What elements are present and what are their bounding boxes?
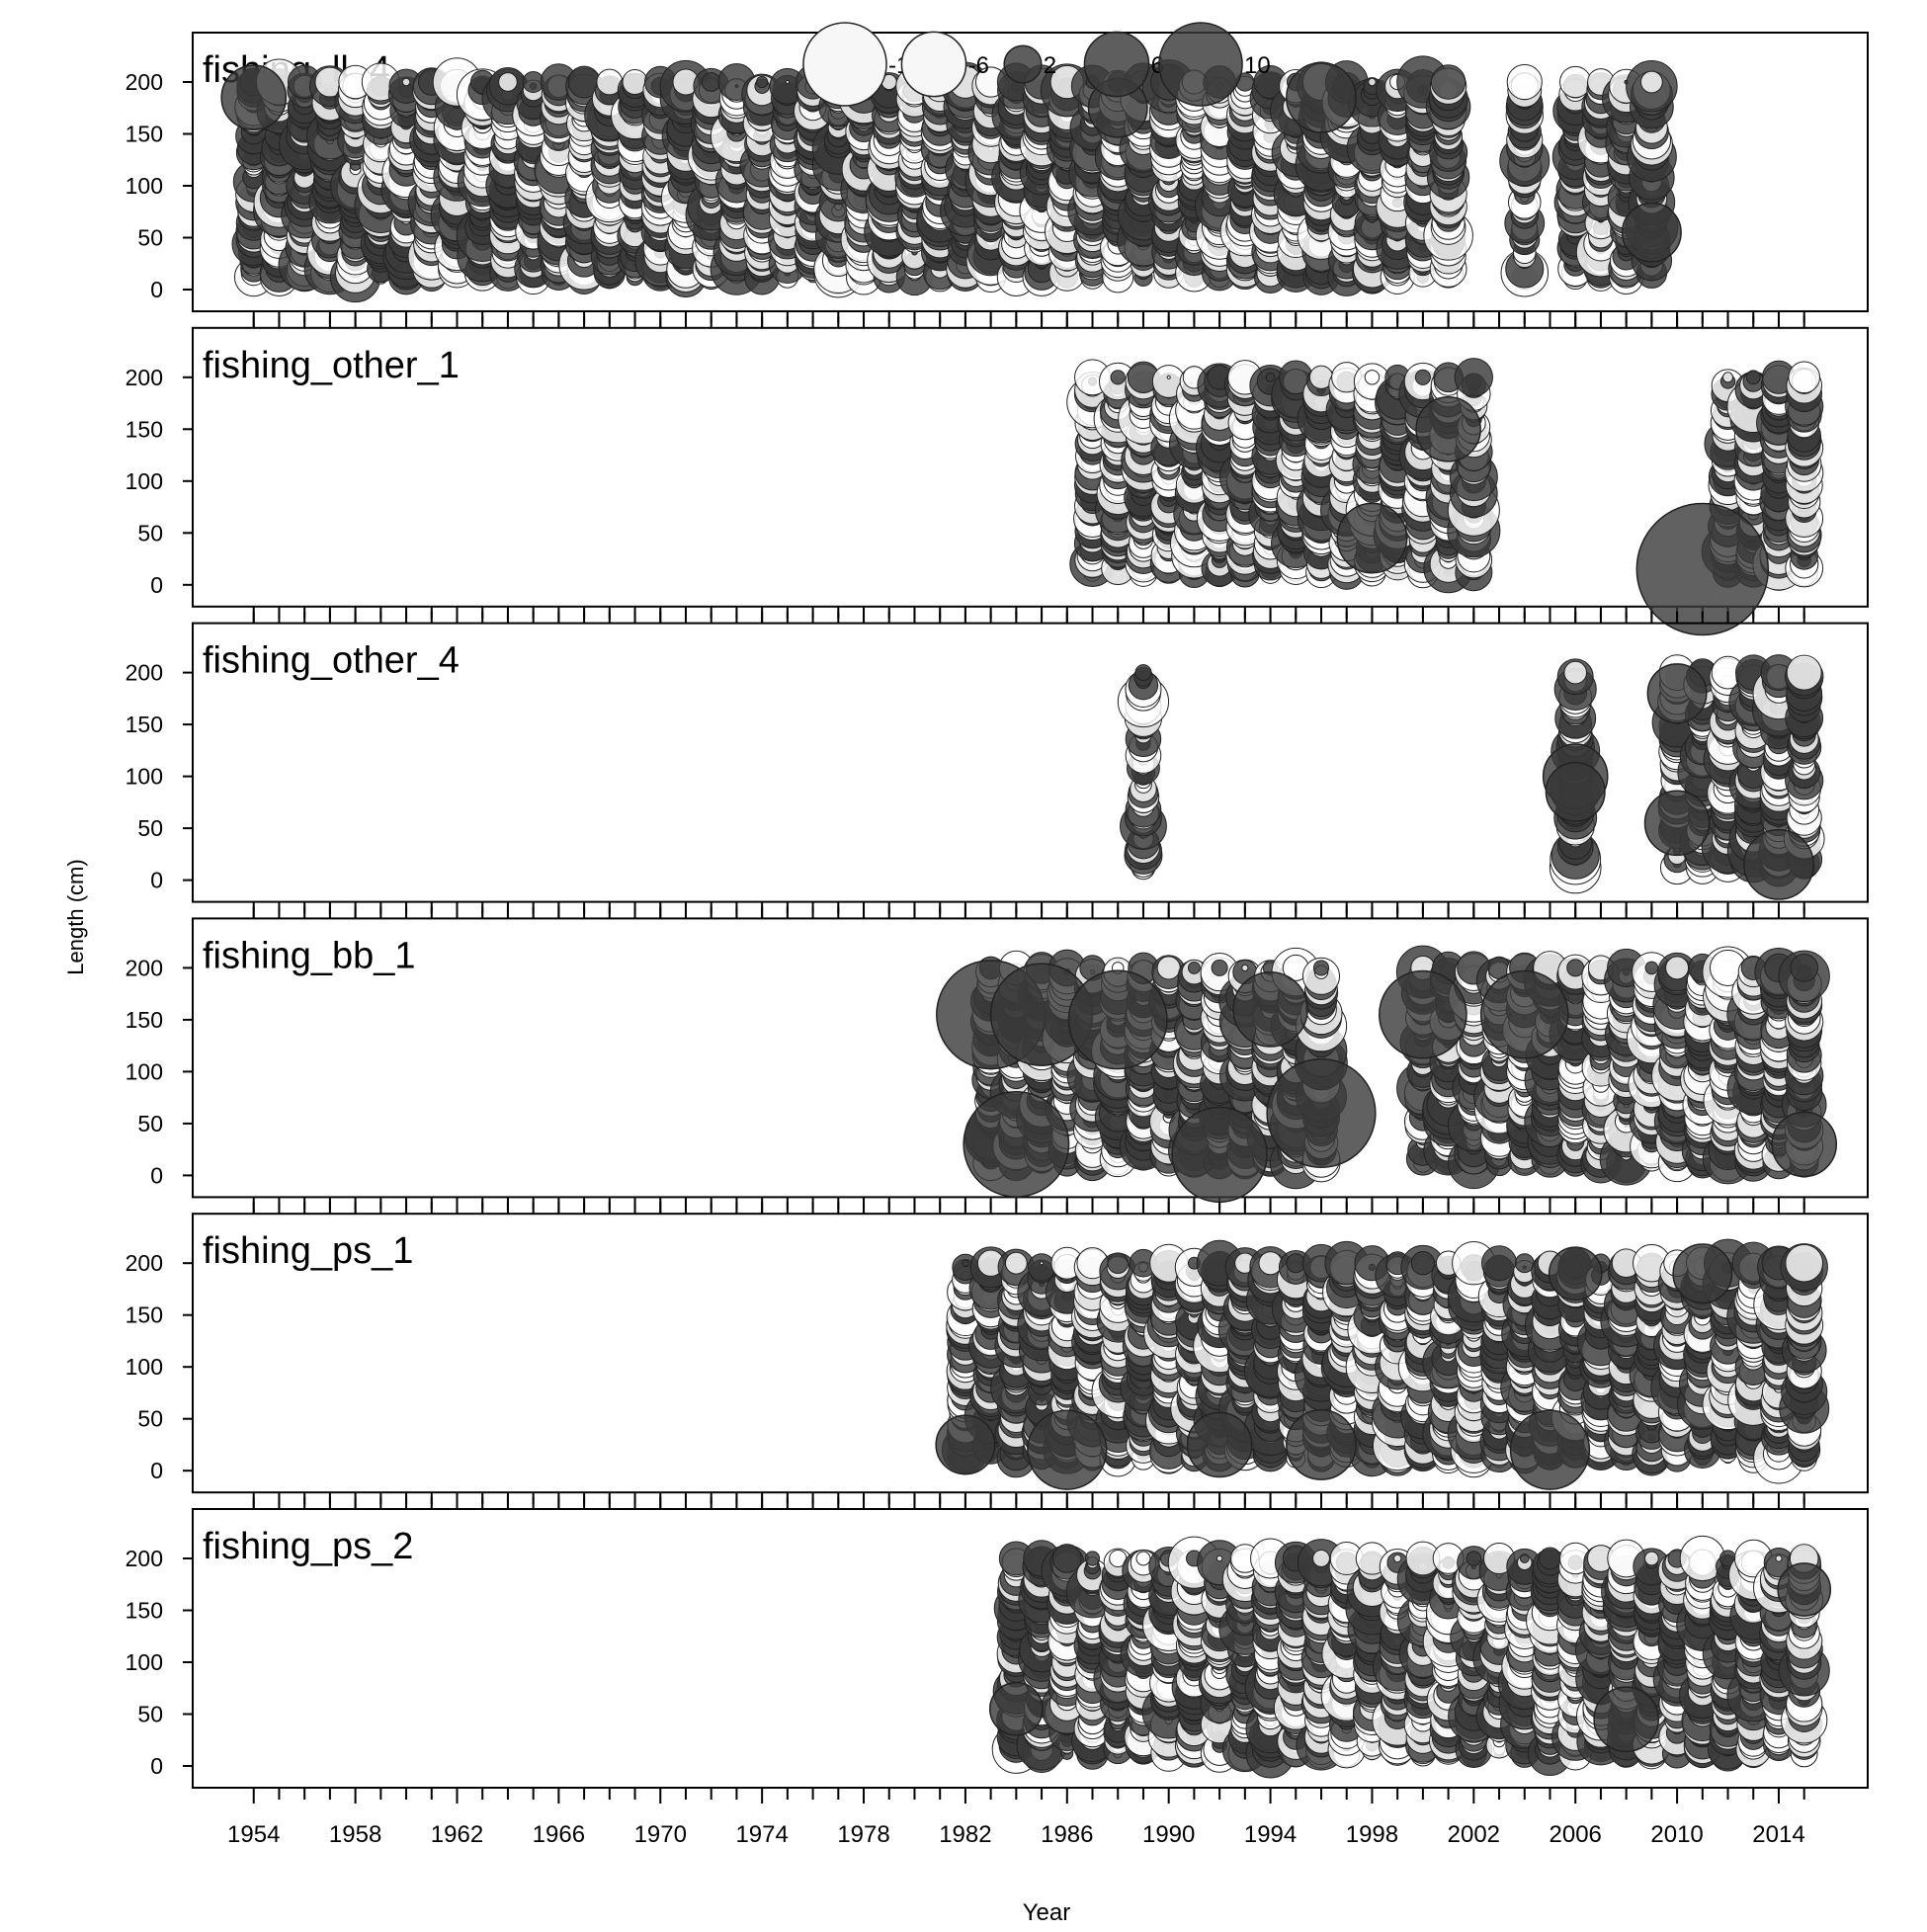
residual-point	[1188, 962, 1200, 973]
residual-point	[1369, 78, 1376, 85]
y-tick-label: 100	[126, 1058, 163, 1084]
residual-point	[1507, 64, 1542, 99]
residual-point	[1111, 371, 1125, 384]
residual-point	[1431, 65, 1465, 99]
residual-point	[1746, 371, 1760, 384]
y-tick-label: 50	[137, 815, 163, 841]
y-tick-label: 150	[126, 712, 163, 737]
residual-point	[1723, 373, 1733, 382]
residual-point	[1789, 362, 1820, 393]
residual-point	[702, 73, 720, 92]
large-residual-point	[1744, 830, 1813, 899]
y-tick-label: 200	[126, 365, 163, 390]
large-residual-point	[1645, 791, 1710, 855]
residual-bubbles	[1118, 655, 1824, 899]
residual-point	[786, 80, 789, 83]
y-tick-label: 0	[150, 572, 163, 598]
residual-point	[1415, 370, 1430, 384]
panel-title: fishing_bb_1	[203, 935, 416, 976]
residual-point	[1365, 371, 1379, 384]
residual-bubbles	[937, 946, 1836, 1202]
residual-point	[1455, 359, 1492, 396]
panel-fishing_other_1: 0 50 100 150 200 fishing_other_1	[126, 316, 1868, 635]
y-tick-label: 200	[126, 955, 163, 980]
y-tick-label: 0	[150, 1162, 163, 1188]
residual-point	[1167, 376, 1170, 378]
residual-point	[756, 76, 767, 87]
y-tick-label: 200	[126, 660, 163, 686]
y-tick-label: 200	[126, 69, 163, 95]
large-residual-point	[1546, 763, 1604, 821]
y-tick-label: 100	[126, 764, 163, 790]
large-residual-point	[221, 65, 286, 129]
residual-point	[1560, 66, 1591, 97]
panel-title: fishing_other_1	[203, 345, 460, 386]
y-tick-label: 50	[137, 1111, 163, 1136]
residual-point	[1640, 71, 1662, 93]
y-tick-label: 150	[126, 122, 163, 147]
residual-point	[1787, 655, 1821, 690]
y-tick-label: 50	[137, 225, 163, 251]
residual-point	[1564, 661, 1587, 684]
y-tick-label: 0	[150, 277, 163, 302]
y-tick-label: 150	[126, 1007, 163, 1033]
panels-layer: 050100150200fishing_ll_4050100150200fish…	[126, 33, 1868, 1848]
residual-point	[1135, 665, 1151, 681]
panel-fishing_other_4: 0 50 100 150 200 fishing_other_4	[126, 612, 1868, 918]
residual-point	[1212, 960, 1227, 975]
y-tick-label: 0	[150, 868, 163, 893]
large-residual-point	[1337, 503, 1406, 572]
large-residual-point	[1287, 63, 1356, 132]
y-tick-label: 50	[137, 520, 163, 546]
residual-bubbles	[221, 56, 1681, 302]
panel-title: fishing_other_4	[203, 640, 460, 682]
large-residual-point	[1647, 664, 1706, 722]
residual-bubbles	[1067, 359, 1823, 635]
y-tick-label: 100	[126, 173, 163, 199]
panel-fishing_bb_1: 0 50 100 150 200 fishing_bb_1	[126, 906, 1868, 1213]
residual-point	[1157, 957, 1180, 979]
residual-point	[499, 73, 518, 92]
y-tick-label: 100	[126, 468, 163, 494]
residual-point	[1242, 965, 1248, 970]
residual-point	[402, 78, 410, 86]
large-residual-point	[1623, 204, 1681, 262]
y-tick-label: 150	[126, 416, 163, 442]
residual-point	[1266, 373, 1275, 381]
large-residual-point	[1416, 397, 1480, 462]
